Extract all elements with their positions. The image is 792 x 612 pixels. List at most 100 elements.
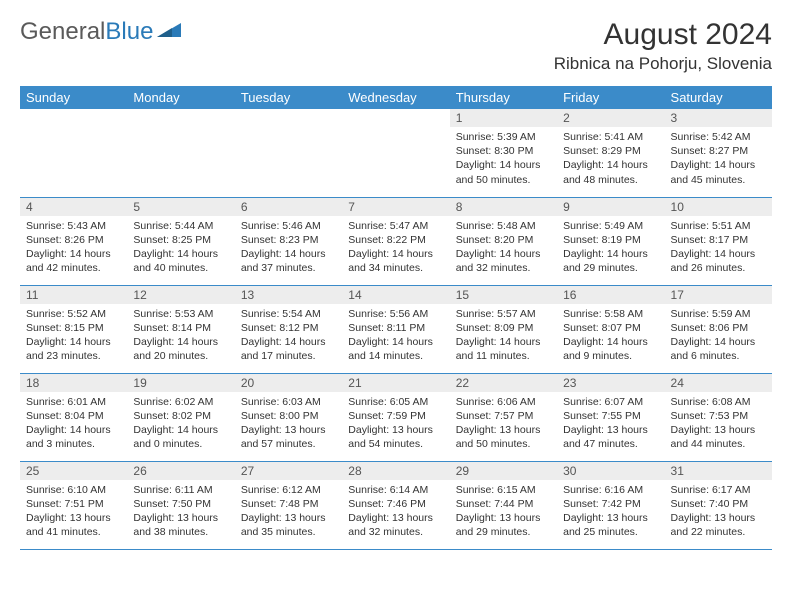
day-number: 28	[342, 462, 449, 480]
day-number: 23	[557, 374, 664, 392]
calendar-day-cell: 24Sunrise: 6:08 AMSunset: 7:53 PMDayligh…	[665, 373, 772, 461]
daylight-line: Daylight: 13 hours and 29 minutes.	[456, 511, 551, 539]
logo-text-blue: Blue	[105, 18, 153, 46]
day-number: 9	[557, 198, 664, 216]
sunset-line: Sunset: 7:42 PM	[563, 497, 658, 511]
day-details: Sunrise: 5:58 AMSunset: 8:07 PMDaylight:…	[557, 304, 664, 369]
sunrise-line: Sunrise: 5:59 AM	[671, 307, 766, 321]
day-details: Sunrise: 5:47 AMSunset: 8:22 PMDaylight:…	[342, 216, 449, 281]
daylight-line: Daylight: 14 hours and 6 minutes.	[671, 335, 766, 363]
day-details: Sunrise: 6:17 AMSunset: 7:40 PMDaylight:…	[665, 480, 772, 545]
day-details: Sunrise: 5:49 AMSunset: 8:19 PMDaylight:…	[557, 216, 664, 281]
day-details: Sunrise: 5:39 AMSunset: 8:30 PMDaylight:…	[450, 127, 557, 192]
sunrise-line: Sunrise: 5:49 AM	[563, 219, 658, 233]
calendar-table: Sunday Monday Tuesday Wednesday Thursday…	[20, 86, 772, 550]
day-number	[342, 109, 449, 127]
calendar-day-cell: 2Sunrise: 5:41 AMSunset: 8:29 PMDaylight…	[557, 109, 664, 197]
day-details: Sunrise: 6:08 AMSunset: 7:53 PMDaylight:…	[665, 392, 772, 457]
daylight-line: Daylight: 14 hours and 32 minutes.	[456, 247, 551, 275]
calendar-day-cell: 27Sunrise: 6:12 AMSunset: 7:48 PMDayligh…	[235, 461, 342, 549]
day-header-sun: Sunday	[20, 86, 127, 109]
daylight-line: Daylight: 13 hours and 38 minutes.	[133, 511, 228, 539]
daylight-line: Daylight: 13 hours and 57 minutes.	[241, 423, 336, 451]
sunrise-line: Sunrise: 6:03 AM	[241, 395, 336, 409]
sunrise-line: Sunrise: 5:53 AM	[133, 307, 228, 321]
daylight-line: Daylight: 13 hours and 44 minutes.	[671, 423, 766, 451]
day-number: 24	[665, 374, 772, 392]
calendar-day-cell: 4Sunrise: 5:43 AMSunset: 8:26 PMDaylight…	[20, 197, 127, 285]
sunrise-line: Sunrise: 5:48 AM	[456, 219, 551, 233]
daylight-line: Daylight: 14 hours and 9 minutes.	[563, 335, 658, 363]
day-number: 29	[450, 462, 557, 480]
sunset-line: Sunset: 7:57 PM	[456, 409, 551, 423]
daylight-line: Daylight: 14 hours and 37 minutes.	[241, 247, 336, 275]
calendar-day-cell: 15Sunrise: 5:57 AMSunset: 8:09 PMDayligh…	[450, 285, 557, 373]
sunset-line: Sunset: 8:27 PM	[671, 144, 766, 158]
logo: GeneralBlue	[20, 18, 183, 46]
calendar-day-cell: 1Sunrise: 5:39 AMSunset: 8:30 PMDaylight…	[450, 109, 557, 197]
daylight-line: Daylight: 13 hours and 54 minutes.	[348, 423, 443, 451]
day-number: 26	[127, 462, 234, 480]
day-number: 27	[235, 462, 342, 480]
sunset-line: Sunset: 8:02 PM	[133, 409, 228, 423]
day-number: 21	[342, 374, 449, 392]
day-details: Sunrise: 5:51 AMSunset: 8:17 PMDaylight:…	[665, 216, 772, 281]
daylight-line: Daylight: 14 hours and 14 minutes.	[348, 335, 443, 363]
calendar-day-cell: 17Sunrise: 5:59 AMSunset: 8:06 PMDayligh…	[665, 285, 772, 373]
sunset-line: Sunset: 8:09 PM	[456, 321, 551, 335]
calendar-day-cell: 7Sunrise: 5:47 AMSunset: 8:22 PMDaylight…	[342, 197, 449, 285]
sunset-line: Sunset: 7:55 PM	[563, 409, 658, 423]
sunrise-line: Sunrise: 6:12 AM	[241, 483, 336, 497]
sunset-line: Sunset: 8:22 PM	[348, 233, 443, 247]
day-number: 5	[127, 198, 234, 216]
sunset-line: Sunset: 8:11 PM	[348, 321, 443, 335]
day-details: Sunrise: 5:57 AMSunset: 8:09 PMDaylight:…	[450, 304, 557, 369]
calendar-day-cell: 10Sunrise: 5:51 AMSunset: 8:17 PMDayligh…	[665, 197, 772, 285]
day-number: 25	[20, 462, 127, 480]
day-number: 19	[127, 374, 234, 392]
sunrise-line: Sunrise: 5:41 AM	[563, 130, 658, 144]
day-number: 7	[342, 198, 449, 216]
daylight-line: Daylight: 13 hours and 22 minutes.	[671, 511, 766, 539]
day-details: Sunrise: 5:54 AMSunset: 8:12 PMDaylight:…	[235, 304, 342, 369]
day-details: Sunrise: 6:11 AMSunset: 7:50 PMDaylight:…	[127, 480, 234, 545]
daylight-line: Daylight: 14 hours and 40 minutes.	[133, 247, 228, 275]
sunset-line: Sunset: 8:20 PM	[456, 233, 551, 247]
sunrise-line: Sunrise: 5:56 AM	[348, 307, 443, 321]
sunrise-line: Sunrise: 6:10 AM	[26, 483, 121, 497]
calendar-day-cell: 23Sunrise: 6:07 AMSunset: 7:55 PMDayligh…	[557, 373, 664, 461]
day-details: Sunrise: 5:43 AMSunset: 8:26 PMDaylight:…	[20, 216, 127, 281]
calendar-day-cell: 29Sunrise: 6:15 AMSunset: 7:44 PMDayligh…	[450, 461, 557, 549]
day-number: 16	[557, 286, 664, 304]
calendar-body: 1Sunrise: 5:39 AMSunset: 8:30 PMDaylight…	[20, 109, 772, 549]
day-number: 13	[235, 286, 342, 304]
day-number: 3	[665, 109, 772, 127]
sunrise-line: Sunrise: 5:47 AM	[348, 219, 443, 233]
calendar-day-cell: 31Sunrise: 6:17 AMSunset: 7:40 PMDayligh…	[665, 461, 772, 549]
day-details: Sunrise: 5:52 AMSunset: 8:15 PMDaylight:…	[20, 304, 127, 369]
sunrise-line: Sunrise: 5:57 AM	[456, 307, 551, 321]
day-header-tue: Tuesday	[235, 86, 342, 109]
day-number	[20, 109, 127, 127]
daylight-line: Daylight: 14 hours and 50 minutes.	[456, 158, 551, 186]
day-header-wed: Wednesday	[342, 86, 449, 109]
day-header-thu: Thursday	[450, 86, 557, 109]
calendar-day-cell: 22Sunrise: 6:06 AMSunset: 7:57 PMDayligh…	[450, 373, 557, 461]
day-details: Sunrise: 6:15 AMSunset: 7:44 PMDaylight:…	[450, 480, 557, 545]
sunrise-line: Sunrise: 6:17 AM	[671, 483, 766, 497]
day-details: Sunrise: 5:53 AMSunset: 8:14 PMDaylight:…	[127, 304, 234, 369]
day-number: 1	[450, 109, 557, 127]
sunset-line: Sunset: 7:44 PM	[456, 497, 551, 511]
day-number	[127, 109, 234, 127]
daylight-line: Daylight: 13 hours and 32 minutes.	[348, 511, 443, 539]
sunrise-line: Sunrise: 5:46 AM	[241, 219, 336, 233]
sunrise-line: Sunrise: 5:54 AM	[241, 307, 336, 321]
calendar-day-cell	[127, 109, 234, 197]
daylight-line: Daylight: 14 hours and 11 minutes.	[456, 335, 551, 363]
sunrise-line: Sunrise: 6:14 AM	[348, 483, 443, 497]
sunrise-line: Sunrise: 5:58 AM	[563, 307, 658, 321]
day-details: Sunrise: 6:02 AMSunset: 8:02 PMDaylight:…	[127, 392, 234, 457]
day-number: 10	[665, 198, 772, 216]
day-number: 4	[20, 198, 127, 216]
sunrise-line: Sunrise: 6:08 AM	[671, 395, 766, 409]
